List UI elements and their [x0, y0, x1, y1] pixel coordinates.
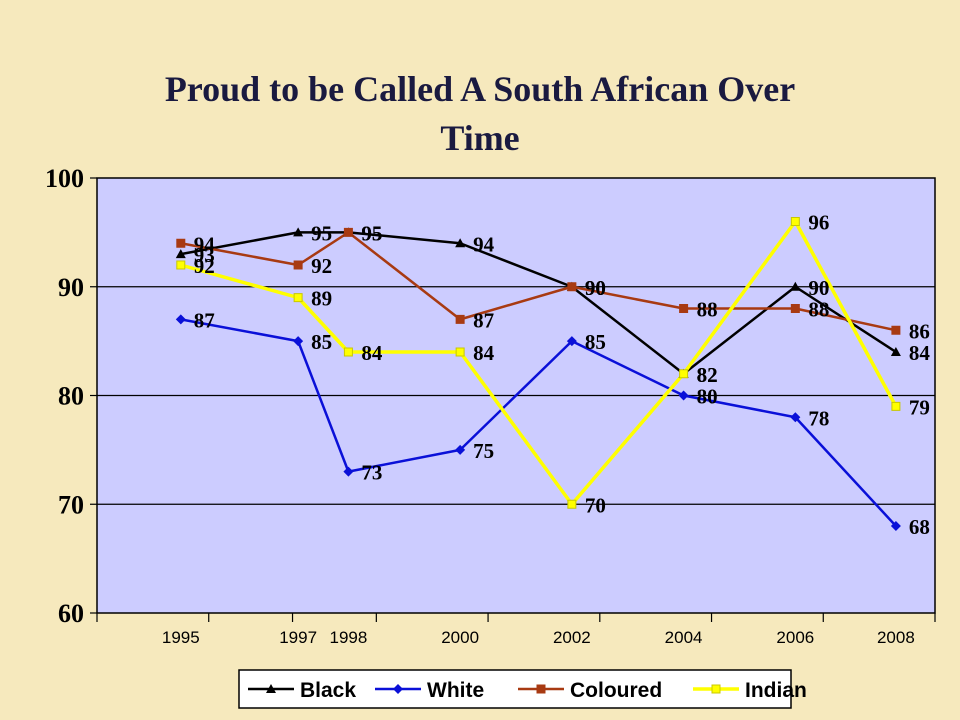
marker-white-1997	[293, 336, 304, 347]
x-tick-label-2002: 2002	[553, 628, 591, 647]
marker-black-2008	[890, 347, 901, 356]
data-label-white-2006: 78	[808, 406, 829, 430]
y-tick-label-60: 60	[58, 599, 84, 628]
data-label-white-1995: 87	[194, 308, 215, 332]
legend-label-white: White	[427, 679, 484, 702]
x-tick-label-2008: 2008	[877, 628, 915, 647]
data-label-indian-1995: 92	[194, 254, 215, 278]
marker-indian-1995	[176, 260, 186, 270]
legend-marker-indian	[711, 684, 721, 694]
y-tick-label-80: 80	[58, 382, 84, 411]
legend-marker-coloured	[536, 684, 546, 694]
x-tick-label-2004: 2004	[665, 628, 703, 647]
data-label-coloured-2004: 88	[697, 298, 718, 322]
data-label-coloured-2000: 87	[473, 308, 494, 332]
marker-coloured-2002	[567, 282, 577, 292]
data-label-indian-1998: 84	[361, 341, 383, 365]
data-label-coloured-1997: 92	[311, 254, 332, 278]
series-line-indian	[180, 219, 898, 506]
marker-white-2008	[890, 521, 901, 531]
data-label-white-2004: 80	[697, 385, 718, 409]
marker-coloured-1995	[176, 238, 186, 248]
y-tick-label-70: 70	[58, 490, 84, 519]
series-line-black	[180, 231, 897, 375]
data-label-indian-2000: 84	[473, 341, 495, 365]
series-line-white	[180, 318, 897, 527]
marker-black-2006	[790, 281, 801, 291]
marker-white-1998	[343, 466, 354, 477]
y-tick-label-100: 100	[45, 164, 84, 193]
data-label-black-2004: 82	[697, 363, 718, 387]
data-label-coloured-1995: 94	[194, 232, 216, 256]
marker-black-2000	[455, 238, 466, 248]
x-tick-label-2000: 2000	[441, 628, 479, 647]
data-label-white-2000: 75	[473, 439, 494, 463]
legend-label-black: Black	[300, 679, 356, 702]
marker-indian-2000	[455, 347, 465, 357]
y-axis-ticks: 60 70 80 90 100	[45, 164, 97, 628]
marker-black-1997	[293, 227, 304, 237]
x-tick-label-1997: 1997	[279, 628, 317, 647]
marker-white-1995	[175, 314, 186, 325]
data-label-black-2008: 84	[909, 341, 931, 365]
data-markers	[175, 217, 901, 531]
data-label-indian-2008: 79	[909, 395, 930, 419]
marker-indian-2008	[891, 401, 901, 411]
marker-indian-2006	[790, 217, 800, 226]
data-label-coloured-2006: 88	[808, 298, 829, 322]
marker-black-1995	[175, 249, 186, 259]
chart-title-line-2: Time	[440, 118, 519, 158]
data-label-black-1995: 93	[194, 243, 215, 267]
marker-coloured-1997	[293, 260, 303, 270]
marker-white-2006	[790, 412, 801, 423]
series-line-coloured	[180, 231, 897, 332]
data-label-white-2002: 85	[585, 330, 606, 354]
legend-label-indian: Indian	[745, 679, 807, 702]
marker-white-2002	[566, 336, 577, 347]
marker-indian-1998	[343, 347, 353, 357]
x-tick-label-1998: 1998	[329, 628, 367, 647]
legend: Black White Coloured Indian	[238, 669, 807, 709]
marker-coloured-2004	[679, 304, 689, 313]
data-label-black-2000: 94	[473, 232, 495, 256]
marker-coloured-2000	[455, 314, 465, 324]
data-label-indian-2006: 96	[808, 211, 829, 235]
legend-marker-white	[393, 684, 403, 694]
data-label-white-1997: 85	[311, 330, 332, 354]
y-tick-label-90: 90	[58, 273, 84, 302]
series-lines	[180, 219, 898, 527]
data-label-black-1998: 95	[361, 221, 382, 245]
marker-indian-1997	[293, 293, 303, 303]
data-label-coloured-2008: 86	[909, 319, 930, 343]
marker-coloured-2006	[790, 304, 800, 313]
data-label-indian-2004: 82	[697, 363, 718, 387]
marker-coloured-1998	[343, 227, 353, 237]
legend-marker-black	[266, 684, 276, 693]
marker-indian-2004	[679, 369, 689, 379]
chart-title-line-1: Proud to be Called A South African Over	[165, 69, 795, 109]
legend-label-coloured: Coloured	[570, 679, 662, 702]
data-label-white-1998: 73	[361, 461, 382, 485]
x-tick-label-1995: 1995	[162, 628, 200, 647]
data-label-black-2002: 90	[585, 276, 606, 300]
x-tick-label-2006: 2006	[776, 628, 814, 647]
data-label-indian-1997: 89	[311, 287, 332, 311]
data-label-white-2008: 68	[909, 515, 930, 539]
marker-white-2004	[678, 390, 689, 401]
data-label-black-2006: 90	[808, 276, 829, 300]
marker-indian-2002	[567, 499, 577, 509]
x-axis-ticks: 1995 1997 1998 2000 2002 2004 2006 2008	[96, 613, 936, 647]
data-label-black-1997: 95	[311, 221, 332, 245]
data-label-indian-2002: 70	[585, 493, 606, 517]
data-label-coloured-2002: 90	[585, 276, 606, 300]
marker-coloured-2008	[891, 325, 901, 335]
data-label-coloured-1998: 95	[361, 221, 382, 245]
marker-white-2000	[455, 444, 466, 455]
